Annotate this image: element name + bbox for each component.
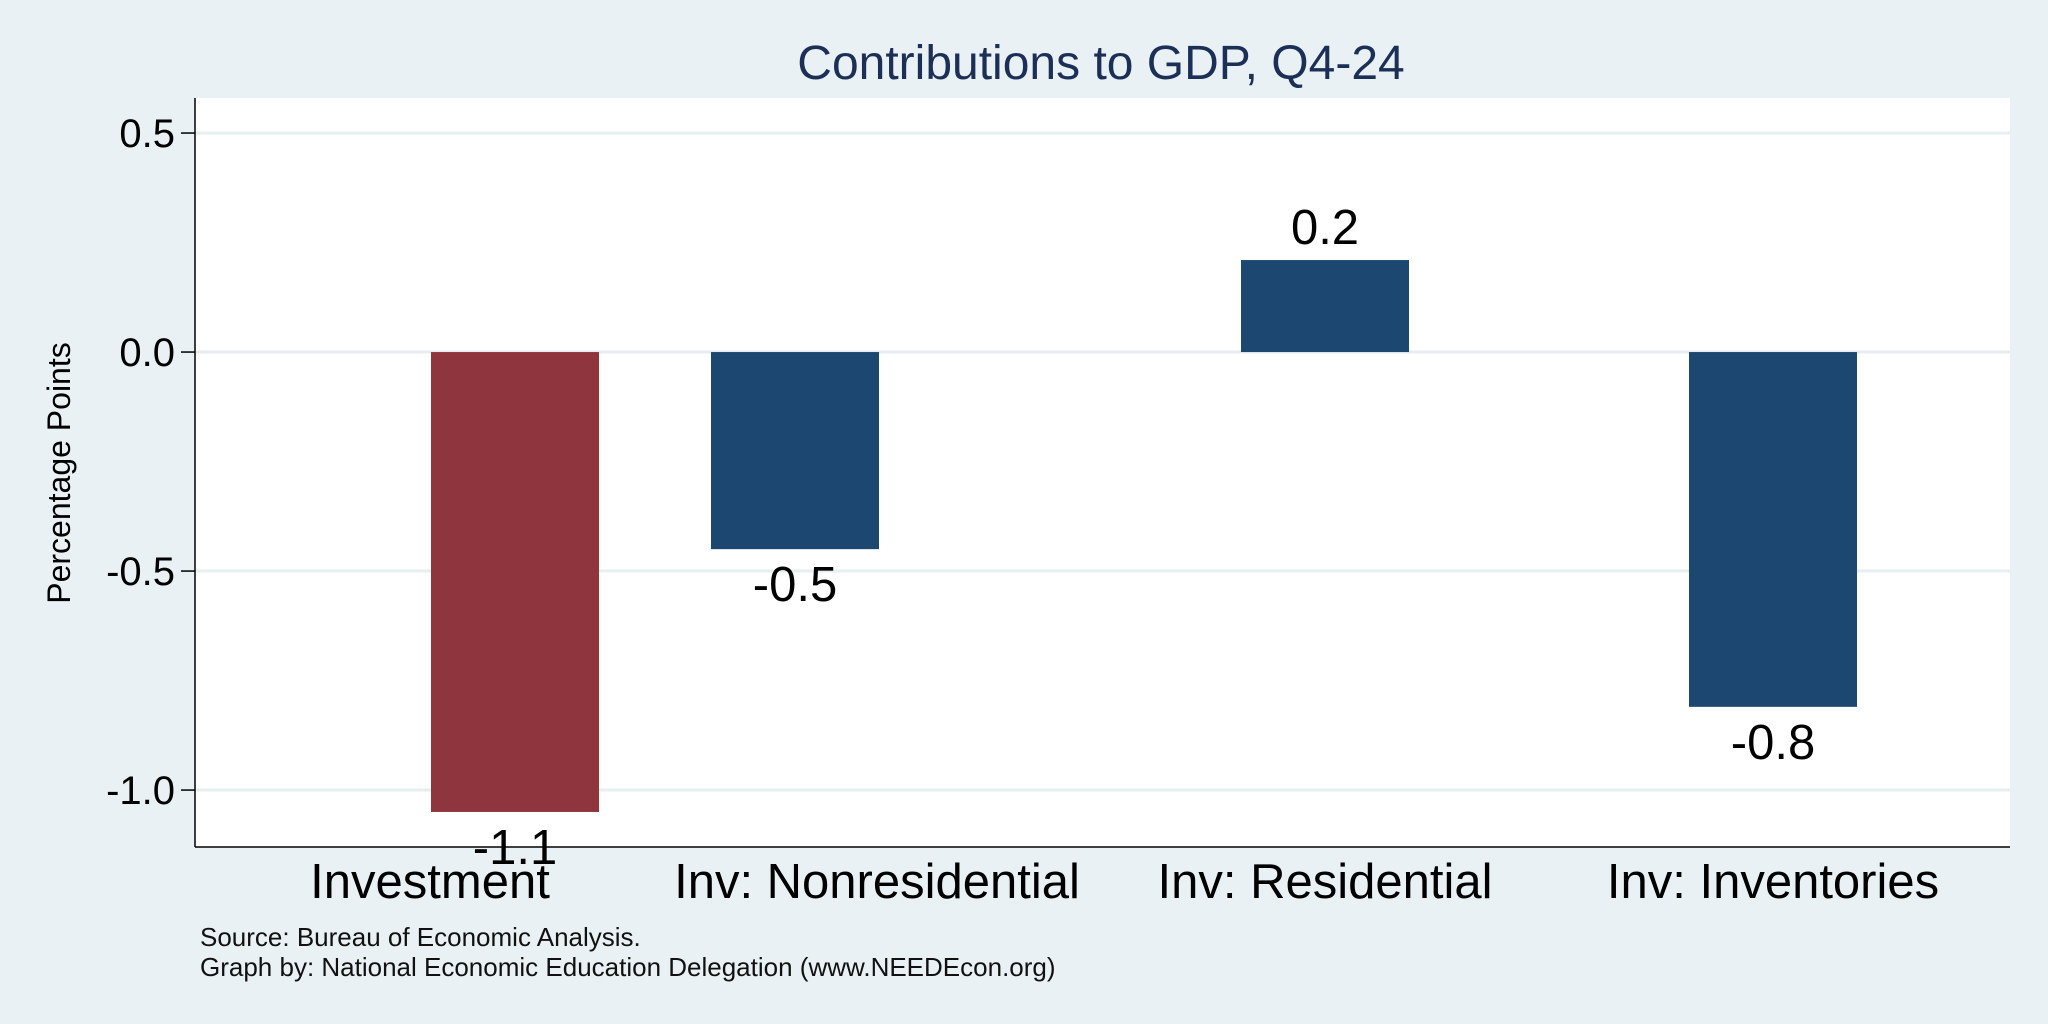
- axes: [181, 98, 2010, 848]
- credit-note: Graph by: National Economic Education De…: [200, 952, 1056, 982]
- x-category-label: Inv: Inventories: [1607, 855, 1939, 909]
- bar: [431, 352, 599, 812]
- y-tick-label: -0.5: [106, 550, 175, 594]
- data-label: -0.8: [1731, 716, 1815, 770]
- source-note: Source: Bureau of Economic Analysis.: [200, 922, 641, 952]
- y-tick-label: 0.0: [119, 331, 175, 375]
- data-label: -1.1: [473, 821, 557, 875]
- x-category-label: Inv: Residential: [1157, 855, 1492, 909]
- x-category-label: Inv: Nonresidential: [674, 855, 1080, 909]
- data-label: -0.5: [753, 558, 837, 612]
- y-axis-label: Percentage Points: [41, 342, 77, 604]
- data-label: 0.2: [1291, 201, 1359, 255]
- y-tick-label: -1.0: [106, 769, 175, 813]
- x-category-label: Investment: [310, 855, 550, 909]
- bar: [1241, 260, 1409, 353]
- bar: [1689, 352, 1857, 707]
- bar: [711, 352, 879, 550]
- chart-title: Contributions to GDP, Q4-24: [797, 37, 1404, 90]
- y-tick-label: 0.5: [119, 112, 175, 156]
- bars: [431, 260, 1857, 812]
- labels: 0.5 0.0 -0.5 -1.0 Investment-1.1 Inv: Nonresi…: [106, 112, 1939, 909]
